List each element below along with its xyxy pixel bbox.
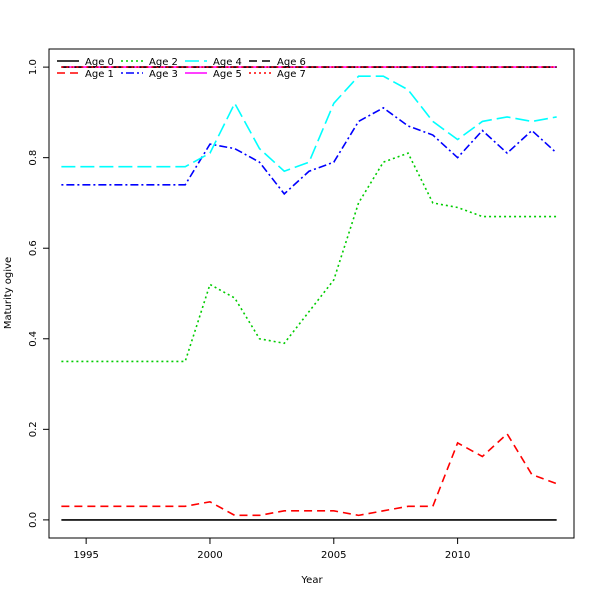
legend-label: Age 4 <box>213 57 242 68</box>
y-axis-title: Maturity ogive <box>3 257 14 329</box>
x-tick-label: 2000 <box>197 550 222 561</box>
axis-layer: 1995 2000 2005 2010 0.0 0.2 0.4 0.6 0.8 1.0 <box>28 59 470 561</box>
legend-label: Age 1 <box>85 69 114 80</box>
y-tick-label: 0.2 <box>28 421 39 437</box>
y-tick-label: 0.8 <box>28 150 39 166</box>
legend-label: Age 5 <box>213 69 242 80</box>
y-tick-label: 0.4 <box>28 331 39 347</box>
legend-label: Age 0 <box>85 57 114 68</box>
x-tick-label: 2010 <box>445 550 470 561</box>
legend-label: Age 6 <box>277 57 306 68</box>
x-tick-label: 2005 <box>321 550 346 561</box>
series-line-age-2 <box>61 152 557 363</box>
plot-frame <box>48 48 575 539</box>
series-line-age-1 <box>61 432 557 517</box>
x-tick-label: 1995 <box>73 550 98 561</box>
legend-label: Age 3 <box>149 69 178 80</box>
series-layer <box>61 66 558 521</box>
legend-label: Age 2 <box>149 57 178 68</box>
y-tick-label: 1.0 <box>28 59 39 75</box>
series-line-age-4 <box>61 75 557 173</box>
y-tick-label: 0.6 <box>28 240 39 256</box>
series-line-age-3 <box>61 106 558 196</box>
x-axis-title: Year <box>300 575 323 586</box>
legend-label: Age 7 <box>277 69 306 80</box>
y-tick-label: 0.0 <box>28 512 39 528</box>
